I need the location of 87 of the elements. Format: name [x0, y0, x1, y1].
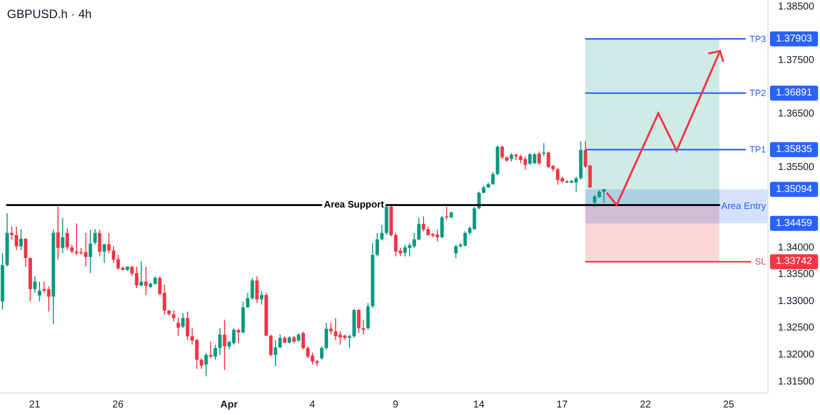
candlestick	[260, 290, 264, 306]
y-tick-label: 1.31500	[778, 376, 815, 388]
candlestick	[38, 281, 42, 302]
text: 1.36891	[776, 88, 813, 99]
candlestick	[172, 310, 176, 322]
candlestick	[444, 206, 448, 221]
y-tick-label: 1.32000	[778, 349, 815, 360]
candlestick	[208, 341, 212, 359]
candlestick	[306, 346, 310, 359]
x-tick-label: 9	[392, 400, 399, 410]
candlestick	[380, 224, 384, 241]
text: 1.34459	[776, 218, 813, 229]
x-tick-label: 26	[112, 400, 124, 410]
candlestick	[329, 322, 333, 336]
candlestick	[33, 276, 37, 294]
x-tick-label: 25	[723, 400, 735, 410]
candlestick	[348, 334, 352, 349]
candlestick	[140, 260, 144, 287]
text: 1.33742	[776, 256, 813, 268]
candlestick	[236, 328, 240, 344]
candlestick	[274, 339, 278, 367]
candlestick	[218, 328, 222, 356]
candlestick	[574, 176, 578, 192]
candlestick	[176, 318, 180, 337]
candlestick	[440, 215, 444, 239]
y-tick-label: 1.36500	[778, 108, 815, 120]
text: 1.35835	[776, 144, 813, 156]
candlestick	[463, 230, 467, 247]
y-tick-label: 1.35500	[778, 162, 815, 174]
candlestick	[102, 244, 106, 264]
candlestick	[246, 292, 250, 308]
candlestick	[491, 172, 495, 186]
candlestick	[602, 188, 606, 204]
candlestick	[250, 277, 254, 300]
candlestick	[144, 266, 148, 296]
y-tick-label: 1.34000	[778, 242, 815, 254]
candlestick	[417, 217, 421, 241]
candlestick	[500, 145, 504, 160]
candlestick	[537, 151, 541, 166]
candlestick	[200, 358, 204, 370]
candlestick	[278, 334, 282, 349]
candlestick	[222, 319, 226, 370]
candlestick	[204, 352, 208, 377]
candlestick	[320, 346, 324, 360]
y-tick-label: 1.33500	[778, 269, 815, 280]
band-label: Area Entry	[721, 200, 766, 212]
candlestick	[10, 226, 14, 240]
candlestick	[60, 217, 64, 254]
x-tick-label: 22	[640, 400, 652, 410]
x-tick-label: 14	[473, 400, 485, 410]
ref-line-label: TP3	[749, 34, 766, 44]
candlestick	[454, 244, 458, 259]
candlestick	[362, 319, 366, 336]
ref-line-label: SL	[754, 256, 766, 267]
candlestick	[357, 308, 360, 334]
ref-line-label: TP2	[749, 88, 766, 98]
text: 1.35094	[776, 184, 813, 195]
x-tick-label: 21	[29, 400, 41, 410]
candlestick	[107, 232, 111, 254]
candlestick	[301, 330, 305, 350]
series-label: Area Support	[324, 200, 385, 211]
x-tick-label: 17	[556, 400, 568, 410]
candlestick	[181, 312, 185, 329]
candlestick	[98, 229, 102, 257]
text: 1.37903	[776, 33, 813, 44]
candlestick	[134, 266, 138, 289]
candlestick	[88, 229, 92, 274]
y-tick-label: 1.38500	[778, 1, 815, 12]
candlestick	[24, 238, 28, 268]
candlestick	[255, 276, 259, 304]
y-tick-label: 1.33000	[778, 296, 815, 307]
y-tick-label: 1.32500	[778, 322, 815, 334]
ref-line-label: TP1	[749, 144, 766, 155]
candlestick	[214, 344, 218, 360]
candlestick	[14, 226, 18, 251]
y-tick-label: 1.37500	[778, 55, 815, 66]
x-tick-label: Apr	[220, 400, 238, 410]
candlestick	[66, 228, 70, 251]
text: GBPUSD.h · 4h	[7, 7, 92, 21]
candlestick	[186, 311, 190, 340]
candlestick	[324, 322, 328, 350]
x-tick-label: 4	[310, 400, 316, 410]
candlestick	[376, 232, 379, 257]
candlestick	[269, 334, 273, 358]
candlestick	[542, 142, 546, 157]
candlestick	[56, 206, 60, 260]
candlestick	[93, 228, 97, 246]
